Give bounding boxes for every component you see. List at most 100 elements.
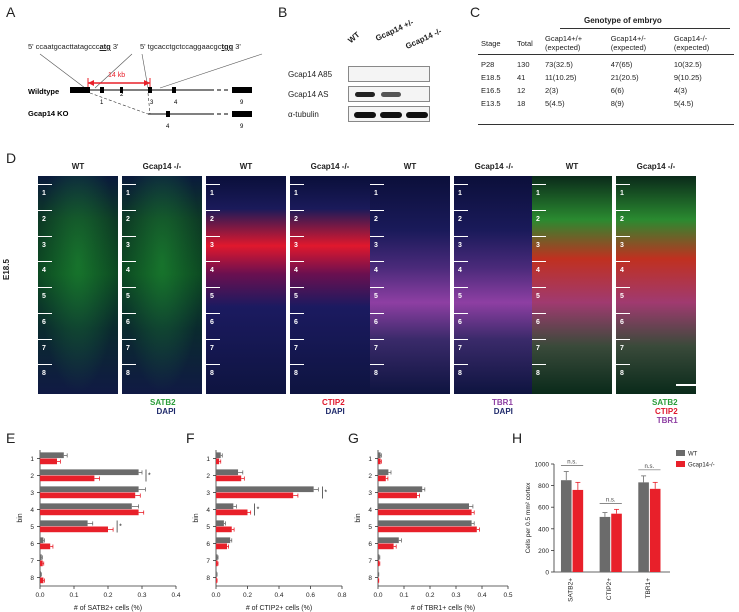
deletion-lines [89, 92, 151, 115]
y-tick-label: 2 [368, 473, 372, 480]
bin-label: 1 [42, 190, 46, 197]
bin-label: 2 [536, 215, 540, 223]
bin-label: 7 [620, 344, 624, 352]
bin-label: 6 [536, 318, 540, 326]
y-tick-label: 800 [538, 483, 549, 490]
legend-label: Gcap14-/- [688, 463, 715, 469]
bar [40, 571, 42, 578]
panel-label-e: E [6, 430, 16, 446]
bar [216, 469, 239, 476]
bin-tick [370, 209, 384, 211]
bin-tick [290, 312, 304, 314]
bar [216, 503, 234, 510]
bar [599, 516, 611, 572]
bin-tick [532, 364, 546, 366]
caption-tbr1: TBR1 DAPI [492, 398, 513, 416]
bin-label: 8 [210, 370, 214, 378]
western-band [354, 112, 376, 118]
western-blot-a85 [348, 66, 430, 82]
bin-tick [370, 184, 384, 185]
table-cell: E13.5 [481, 99, 501, 108]
caption-marker: TBR1 [656, 416, 678, 425]
caption-marker: DAPI [325, 407, 345, 416]
bin-tick [370, 338, 384, 340]
y-tick-label: 2 [206, 473, 210, 480]
bar [216, 486, 314, 493]
western-lane-label: WT [346, 30, 362, 45]
y-tick-label: 8 [368, 575, 372, 582]
table-cell: P28 [481, 60, 495, 69]
bin-label: 5 [620, 293, 624, 300]
bar [40, 520, 88, 527]
significance-label: n.s. [645, 464, 655, 470]
bin-markers: 1 2 3 4 5 6 7 8 [616, 176, 638, 394]
western-lane-label: Gcap14 -/- [404, 26, 444, 51]
gene-diagram: 14 kb Wildtype 1 2 3 4 9 Gcap14 KO 4 9 [28, 53, 263, 130]
seq-right: 5' tgcacctgctccaggaacgctgg 3' [140, 42, 241, 51]
exon-label: 9 [240, 124, 244, 130]
seq-right-pam: tgg [221, 42, 234, 51]
wildtype-label: Wildtype [28, 87, 59, 96]
y-tick-label: 5 [368, 524, 372, 531]
micrograph-header-ko: Gcap14 -/- [142, 162, 182, 171]
bin-label: 2 [294, 215, 298, 223]
bar [216, 560, 218, 567]
bin-label: 8 [620, 370, 624, 378]
bar [378, 571, 379, 578]
bin-label: 4 [458, 267, 462, 275]
bin-label: 3 [126, 241, 130, 249]
bin-label: 3 [536, 241, 540, 249]
exon-label: 4 [174, 100, 178, 106]
table-cell: 5(4.5) [673, 99, 694, 108]
bin-label: 3 [620, 241, 624, 249]
bin-label: 6 [374, 318, 378, 326]
bin-tick [206, 235, 220, 237]
y-tick-label: 5 [30, 524, 34, 531]
bin-label: 8 [536, 370, 540, 378]
legend-swatch [676, 461, 685, 467]
bin-tick [122, 364, 136, 366]
bin-tick [290, 338, 304, 340]
bin-markers: 1 2 3 4 5 6 7 8 [38, 176, 60, 394]
western-band [380, 112, 402, 118]
x-tick-label: 0.3 [137, 592, 146, 599]
bar [378, 486, 423, 493]
caption-marker: DAPI [156, 407, 176, 416]
x-axis-label: # of TBR1+ cells (%) [411, 605, 475, 612]
bin-label: 1 [210, 190, 214, 197]
y-tick-label: 1000 [535, 462, 550, 469]
table-cell: 47(65) [610, 60, 633, 69]
significance-star: * [257, 507, 260, 514]
seq-left-main: 5' ccaatgcacttatagccc [28, 42, 100, 51]
y-tick-label: 4 [30, 507, 34, 514]
table-row: E16.5 12 2(3) 6(6) 4(3) [478, 84, 734, 97]
seq-left-end: 3' [110, 42, 119, 51]
bin-label: 2 [458, 215, 462, 223]
seq-right-main: 5' tgcacctgctccaggaacgc [140, 42, 222, 51]
western-band [355, 92, 375, 97]
bin-tick [370, 261, 384, 263]
panel-label-g: G [348, 430, 359, 446]
bin-label: 3 [294, 241, 298, 249]
y-tick-label: 200 [538, 548, 549, 555]
bin-tick [616, 338, 630, 340]
table-cell: 21(20.5) [610, 73, 639, 82]
micrograph-wt: WT 1 2 3 4 5 6 7 8 [370, 162, 450, 394]
bin-label: 1 [536, 190, 540, 197]
bin-tick [532, 235, 546, 237]
chart-tbr1-bins: 0.0 0.1 0.2 0.3 0.4 0.5 1 2 3 4 5 6 7 8 bin # of TBR1+ … [355, 450, 513, 612]
caption-ctip2: CTIP2 DAPI [322, 398, 345, 416]
y-tick-label: 7 [368, 558, 372, 565]
y-tick-label: 2 [30, 473, 34, 480]
table-cell: 9(10.25) [673, 73, 702, 82]
bin-markers: 1 2 3 4 5 6 7 8 [122, 176, 144, 394]
bin-tick [122, 338, 136, 340]
bin-tick [454, 261, 468, 263]
bin-label: 5 [210, 293, 214, 300]
bin-markers: 1 2 3 4 5 6 7 8 [206, 176, 228, 394]
bin-tick [616, 235, 630, 237]
y-tick-label: 1 [206, 456, 210, 463]
bin-label: 8 [42, 370, 46, 378]
bin-label: 6 [620, 318, 624, 326]
caption-marker: CTIP2 [654, 407, 678, 416]
